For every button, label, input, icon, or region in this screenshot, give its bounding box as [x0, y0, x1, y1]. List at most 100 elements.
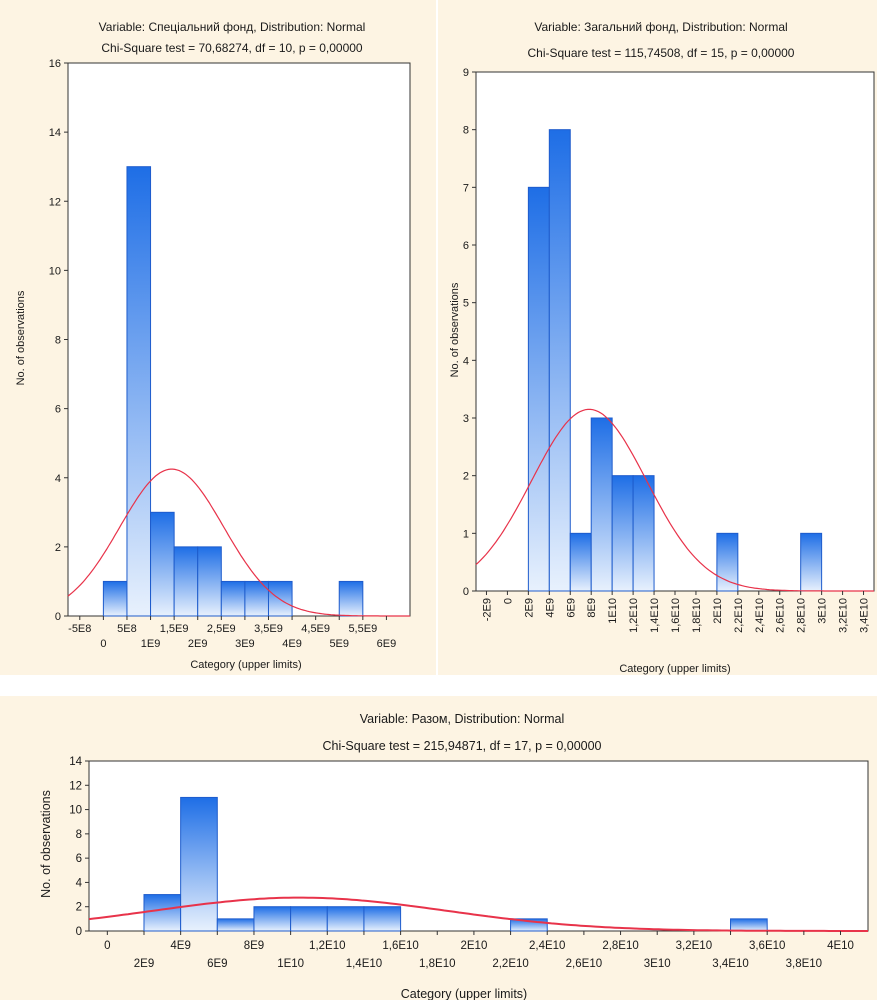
chart-title: Variable: Спеціальний фонд, Distribution…	[99, 20, 366, 34]
x-tick-label: 2,8E10	[796, 598, 808, 633]
x-tick-label: 1,8E10	[419, 958, 455, 970]
chart-subtitle: Chi-Square test = 115,74508, df = 15, p …	[528, 46, 795, 60]
histogram-bar	[800, 532, 823, 592]
y-tick-label: 4	[55, 473, 61, 485]
x-tick-label: 4E10	[827, 940, 854, 952]
x-tick-label: 3,5E9	[254, 623, 283, 635]
x-tick-label: 3,4E10	[859, 598, 871, 633]
x-tick-label: 3E10	[644, 958, 671, 970]
y-tick-label: 5	[463, 298, 469, 310]
x-tick-label: 8E9	[586, 598, 598, 618]
x-tick-label: 1,5E9	[160, 623, 189, 635]
y-tick-label: 16	[49, 58, 61, 70]
x-tick-label: 3E10	[817, 598, 829, 624]
histogram-bar	[216, 918, 255, 932]
y-axis-label: No. of observations	[449, 282, 461, 377]
histogram-bar	[290, 906, 328, 932]
y-tick-label: 12	[69, 780, 82, 792]
y-tick-label: 4	[463, 355, 469, 367]
y-tick-label: 2	[55, 542, 61, 554]
chart-panel-general-fund: Variable: Загальний фонд, Distribution: …	[438, 0, 877, 675]
x-tick-label: 2,2E10	[733, 598, 745, 633]
histogram-bar	[716, 532, 739, 592]
histogram-bar	[527, 186, 550, 592]
x-axis-label: Category (upper limits)	[401, 987, 527, 1000]
y-tick-label: 8	[76, 829, 82, 841]
x-tick-label: 2,8E10	[602, 940, 638, 952]
x-tick-label: 0	[502, 598, 514, 604]
histogram-bar	[180, 796, 218, 932]
x-tick-label: 3,2E10	[838, 598, 850, 633]
x-tick-label: 0	[104, 940, 110, 952]
x-tick-label: 5E9	[329, 638, 349, 650]
y-axis-label: No. of observations	[39, 790, 53, 898]
special-fund-histogram: Variable: Спеціальний фонд, Distribution…	[15, 20, 411, 671]
y-tick-label: 6	[55, 404, 61, 416]
y-tick-label: 8	[463, 125, 469, 137]
chart-subtitle: Chi-Square test = 215,94871, df = 17, p …	[322, 739, 601, 753]
y-tick-label: 7	[463, 182, 469, 194]
x-tick-label: 3,6E10	[749, 940, 785, 952]
x-axis-label: Category (upper limits)	[619, 663, 730, 675]
plot-area: 0 2 4 6 8 10 12 14 16 -5E8 5E8 1,5E9 2,5E9 3,5E9 4,5E9…	[49, 58, 411, 650]
histogram-bar	[611, 475, 634, 592]
y-tick-label: 2	[463, 471, 469, 483]
y-tick-label: 12	[49, 196, 61, 208]
x-tick-label: 4,5E9	[301, 623, 330, 635]
histogram-bar	[338, 580, 364, 617]
histogram-bar	[730, 918, 768, 932]
x-tick-label: 1,4E10	[649, 598, 661, 633]
chart-panel-total: Variable: Разом, Distribution: Normal Ch…	[0, 696, 877, 1000]
x-tick-label: -2E9	[481, 598, 493, 621]
histogram-bar	[326, 906, 365, 932]
histogram-bar	[220, 580, 246, 617]
x-tick-label: 2,4E10	[529, 940, 565, 952]
x-tick-label: 2E9	[188, 638, 208, 650]
y-tick-label: 14	[69, 756, 82, 768]
x-tick-label: 2,5E9	[207, 623, 236, 635]
y-tick-label: 14	[49, 127, 61, 139]
histogram-bar	[267, 580, 293, 617]
histogram-bar	[173, 546, 199, 617]
y-tick-label: 2	[76, 902, 82, 914]
histogram-bar	[363, 906, 402, 932]
y-tick-label: 1	[463, 528, 469, 540]
histogram-bar	[143, 894, 182, 932]
histogram-bar	[150, 511, 175, 617]
x-tick-label: 1,4E10	[346, 958, 382, 970]
x-tick-label: 5E8	[117, 623, 137, 635]
y-tick-label: 10	[69, 805, 82, 817]
y-tick-label: 3	[463, 413, 469, 425]
total-histogram: Variable: Разом, Distribution: Normal Ch…	[39, 712, 869, 1000]
y-tick-label: 10	[49, 265, 61, 277]
x-tick-label: 2E10	[712, 598, 724, 624]
x-tick-label: 2E10	[460, 940, 487, 952]
x-tick-label: 1E9	[141, 638, 161, 650]
x-tick-label: 5,5E9	[348, 623, 377, 635]
y-axis-label: No. of observations	[15, 290, 27, 385]
x-tick-label: 2,4E10	[754, 598, 766, 633]
x-tick-label: 2E9	[134, 958, 154, 970]
normal-fit-curve	[88, 896, 868, 932]
x-tick-label: -5E8	[68, 623, 91, 635]
histogram-bar	[197, 546, 222, 617]
x-tick-label: 6E9	[377, 638, 397, 650]
y-tick-label: 0	[76, 926, 82, 938]
plot-area: 0 2 4 6 8 10 12 14 0 4E9 8E9 1,2E10 1,6E10 2E10 2,4E10…	[69, 756, 869, 970]
x-tick-label: 2E9	[523, 598, 535, 618]
plot-area: 0 1 2 3 4 5 6 7 8 9 -2E9 0 2E9 4E9 6E9 8E9 1E10 1,2E10 1,4…	[463, 67, 875, 633]
x-tick-label: 8E9	[244, 940, 264, 952]
histogram-bar	[126, 166, 152, 617]
x-tick-label: 4E9	[170, 940, 190, 952]
chart-title: Variable: Разом, Distribution: Normal	[360, 712, 564, 726]
normal-fit-curve	[475, 408, 874, 592]
x-tick-label: 3,8E10	[786, 958, 822, 970]
x-tick-label: 1,6E10	[670, 598, 682, 633]
y-tick-label: 9	[463, 67, 469, 79]
x-tick-label: 1,2E10	[309, 940, 345, 952]
x-tick-label: 3,2E10	[676, 940, 712, 952]
x-tick-label: 1E10	[277, 958, 304, 970]
x-tick-label: 1,8E10	[691, 598, 703, 633]
chart-panel-special-fund: Variable: Спеціальний фонд, Distribution…	[0, 0, 436, 675]
x-tick-label: 6E9	[565, 598, 577, 618]
